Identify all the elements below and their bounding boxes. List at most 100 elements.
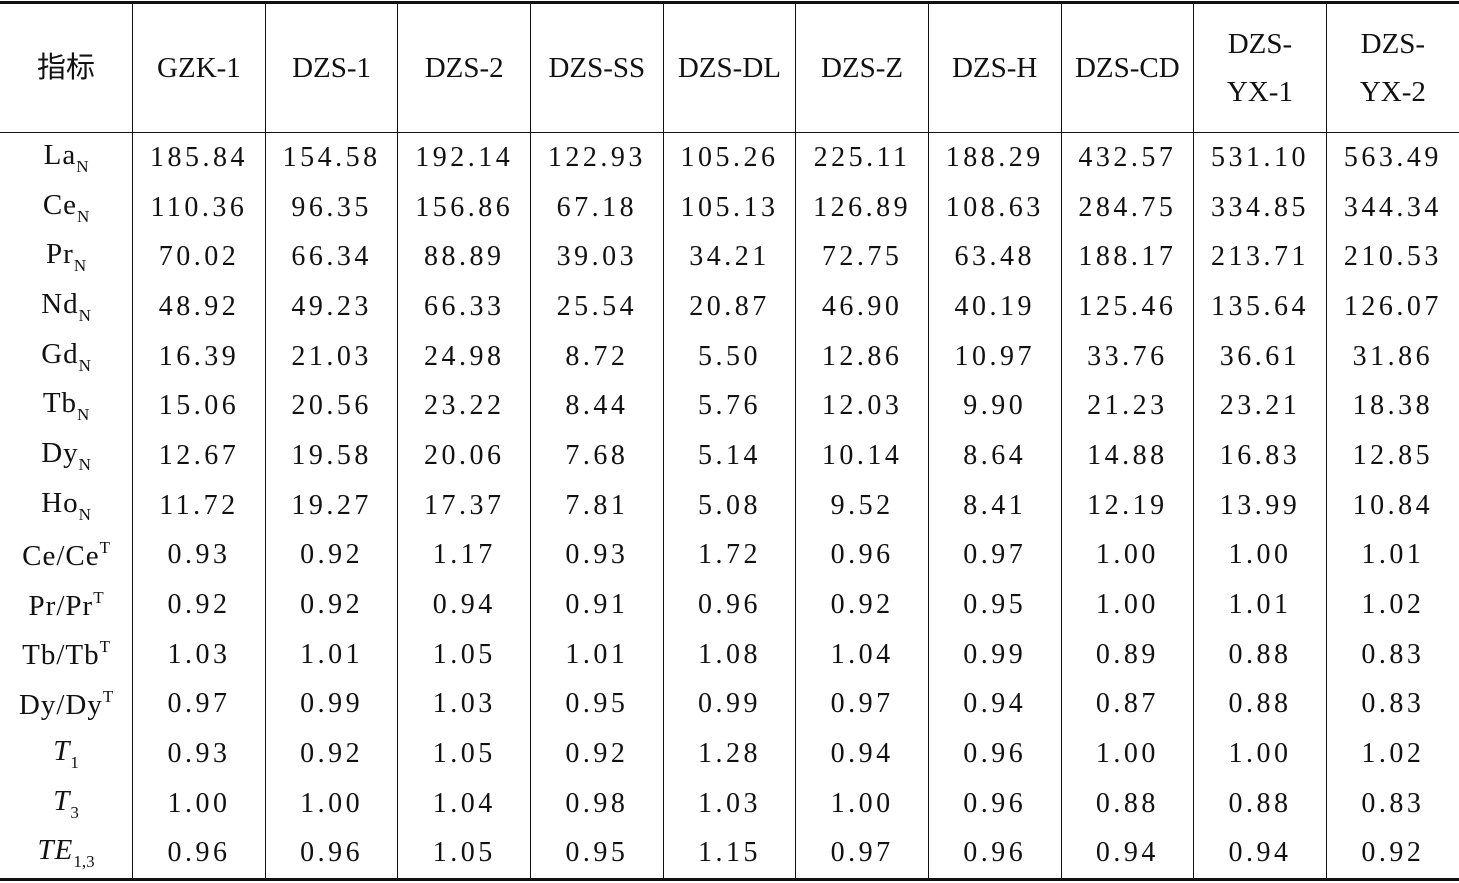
value-cell: 1.00	[1060, 729, 1194, 779]
value-cell: 36.61	[1193, 331, 1327, 382]
table-row: T1 0.93 0.92 1.05 0.92 1.28 0.94 0.96 1.00 1.00 1.…	[0, 729, 1459, 779]
label-base: TE	[37, 834, 74, 867]
value-cell: 5.76	[662, 381, 796, 432]
label-superscript: T	[93, 587, 104, 607]
table-row: Ce/CeT 0.93 0.92 1.17 0.93 1.72 0.96 0.97 1.00 1.…	[0, 530, 1459, 581]
value-cell: 0.96	[927, 778, 1061, 829]
value-cell: 0.92	[1325, 828, 1459, 880]
value-cell: 0.96	[927, 729, 1061, 779]
value-cell: 16.39	[132, 331, 266, 382]
label-subscript: 1,3	[73, 852, 95, 872]
value-cell: 105.13	[662, 182, 796, 233]
value-cell: 8.41	[927, 480, 1061, 531]
value-cell: 188.29	[927, 132, 1061, 183]
value-cell: 12.67	[132, 431, 266, 481]
value-cell: 122.93	[530, 132, 664, 183]
label-subscript: N	[78, 355, 91, 375]
header-cell: DZS-DL	[662, 2, 796, 133]
label-base: Tb	[42, 387, 78, 420]
table-row: PrN 70.02 66.34 88.89 39.03 34.21 72.75 63.48 18…	[0, 232, 1459, 283]
header-cell: DZS- YX-2	[1325, 2, 1459, 133]
value-cell: 0.99	[662, 679, 796, 730]
row-label: TE1,3	[0, 829, 133, 880]
label-base: Ce/Ce	[22, 539, 100, 572]
value-cell: 1.03	[132, 629, 266, 680]
header-cell: DZS-1	[264, 2, 398, 133]
value-cell: 20.56	[264, 381, 398, 432]
label-base: Pr/Pr	[28, 589, 94, 622]
value-cell: 0.91	[530, 580, 664, 630]
value-cell: 0.94	[1060, 828, 1194, 880]
value-cell: 1.04	[795, 629, 929, 680]
value-cell: 63.48	[927, 232, 1061, 283]
value-cell: 1.17	[397, 530, 531, 581]
table-row: CeN 110.36 96.35 156.86 67.18 105.13 126.89 108…	[0, 182, 1459, 233]
value-cell: 12.85	[1325, 431, 1459, 481]
value-cell: 1.00	[795, 778, 929, 829]
value-cell: 0.97	[132, 679, 266, 730]
value-cell: 1.02	[1325, 729, 1459, 779]
label-subscript: 3	[70, 802, 79, 822]
label-subscript: N	[77, 206, 90, 226]
table-row: Pr/PrT 0.92 0.92 0.94 0.91 0.96 0.92 0.95 1.00 1.…	[0, 580, 1459, 630]
value-cell: 31.86	[1325, 331, 1459, 382]
row-label: PrN	[0, 232, 133, 282]
value-cell: 156.86	[397, 182, 531, 233]
value-cell: 0.88	[1193, 778, 1327, 829]
value-cell: 531.10	[1193, 132, 1327, 183]
value-cell: 12.03	[795, 381, 929, 432]
value-cell: 1.00	[1060, 580, 1194, 630]
value-cell: 110.36	[132, 182, 266, 233]
value-cell: 210.53	[1325, 232, 1459, 283]
value-cell: 8.64	[927, 431, 1061, 481]
value-cell: 0.92	[132, 580, 266, 630]
value-cell: 0.94	[397, 580, 531, 630]
value-cell: 66.34	[264, 232, 398, 283]
value-cell: 19.27	[264, 480, 398, 531]
value-cell: 0.92	[795, 580, 929, 630]
value-cell: 15.06	[132, 381, 266, 432]
label-base: T	[53, 735, 71, 768]
header-cell: DZS-CD	[1060, 2, 1194, 133]
value-cell: 19.58	[264, 431, 398, 481]
label-subscript: N	[76, 156, 89, 176]
label-base: Dy/Dy	[18, 688, 103, 721]
value-cell: 126.07	[1325, 282, 1459, 332]
row-label: NdN	[0, 282, 133, 332]
value-cell: 0.88	[1060, 778, 1194, 829]
header-cell: DZS-Z	[795, 2, 929, 133]
label-base: Pr	[46, 238, 74, 271]
value-cell: 0.97	[795, 828, 929, 880]
table-row: Tb/TbT 1.03 1.01 1.05 1.01 1.08 1.04 0.99 0.89 0.…	[0, 629, 1459, 680]
value-cell: 0.95	[530, 828, 664, 880]
value-cell: 9.90	[927, 381, 1061, 432]
value-cell: 67.18	[530, 182, 664, 233]
value-cell: 1.01	[1193, 580, 1327, 630]
label-base: La	[43, 138, 77, 171]
value-cell: 33.76	[1060, 331, 1194, 382]
value-cell: 0.89	[1060, 629, 1194, 680]
label-base: Dy	[41, 436, 79, 469]
value-cell: 13.99	[1193, 480, 1327, 531]
table-body: LaN 185.84 154.58 192.14 122.93 105.26 225.11 1…	[0, 132, 1459, 880]
row-label: GdN	[0, 332, 133, 382]
value-cell: 46.90	[795, 282, 929, 332]
value-cell: 1.05	[397, 828, 531, 880]
value-cell: 1.00	[1193, 729, 1327, 779]
row-label: HoN	[0, 481, 133, 531]
value-cell: 5.50	[662, 331, 796, 382]
value-cell: 0.92	[264, 530, 398, 581]
value-cell: 10.14	[795, 431, 929, 481]
value-cell: 154.58	[264, 132, 398, 183]
value-cell: 70.02	[132, 232, 266, 283]
value-cell: 7.68	[530, 431, 664, 481]
header-cell: DZS-SS	[530, 2, 664, 133]
value-cell: 72.75	[795, 232, 929, 283]
value-cell: 1.15	[662, 828, 796, 880]
value-cell: 40.19	[927, 282, 1061, 332]
value-cell: 1.01	[530, 629, 664, 680]
value-cell: 0.93	[132, 530, 266, 581]
row-label: T3	[0, 779, 133, 829]
value-cell: 125.46	[1060, 282, 1194, 332]
